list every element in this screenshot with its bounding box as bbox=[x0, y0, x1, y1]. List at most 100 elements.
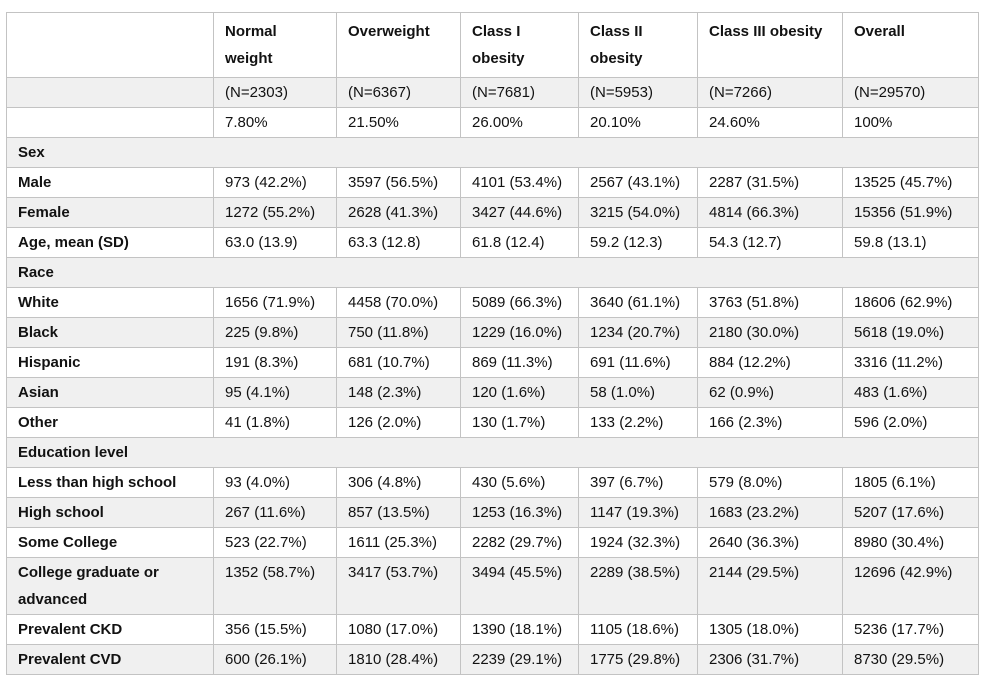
header-row: Normal weight Overweight Class I obesity… bbox=[6, 12, 979, 78]
section-row-education-level: Education level bbox=[6, 437, 979, 468]
data-cell: 5089 (66.3%) bbox=[460, 287, 579, 318]
data-cell: 12696 (42.9%) bbox=[842, 557, 979, 615]
data-cell: 579 (8.0%) bbox=[697, 467, 843, 498]
data-cell: 26.00% bbox=[460, 107, 579, 138]
data-cell: 1305 (18.0%) bbox=[697, 614, 843, 645]
data-cell: 166 (2.3%) bbox=[697, 407, 843, 438]
table-body: (N=2303) (N=6367) (N=7681) (N=5953) (N=7266)… bbox=[6, 77, 979, 675]
header-cell-normal-weight: Normal weight bbox=[213, 12, 337, 78]
data-cell: 62 (0.9%) bbox=[697, 377, 843, 408]
data-cell: 225 (9.8%) bbox=[213, 317, 337, 348]
row-label: Female bbox=[6, 197, 214, 228]
section-row-race: Race bbox=[6, 257, 979, 288]
row-label: Prevalent CVD bbox=[6, 644, 214, 675]
data-cell: 2282 (29.7%) bbox=[460, 527, 579, 558]
table-row-female: Female 1272 (55.2%) 2628 (41.3%) 3427 (44.6… bbox=[6, 197, 979, 228]
data-cell: 600 (26.1%) bbox=[213, 644, 337, 675]
data-cell: (N=6367) bbox=[336, 77, 461, 108]
data-cell: (N=5953) bbox=[578, 77, 698, 108]
data-cell: 1105 (18.6%) bbox=[578, 614, 698, 645]
data-cell: 3417 (53.7%) bbox=[336, 557, 461, 615]
data-cell: 24.60% bbox=[697, 107, 843, 138]
data-cell: 2144 (29.5%) bbox=[697, 557, 843, 615]
data-cell: 13525 (45.7%) bbox=[842, 167, 979, 198]
data-cell: 2289 (38.5%) bbox=[578, 557, 698, 615]
data-cell: 306 (4.8%) bbox=[336, 467, 461, 498]
data-cell: 15356 (51.9%) bbox=[842, 197, 979, 228]
table-row-high-school: High school 267 (11.6%) 857 (13.5%) 1253 (1… bbox=[6, 497, 979, 528]
table-row-row-1: 7.80% 21.50% 26.00% 20.10% 24.60% 100% bbox=[6, 107, 979, 138]
data-cell: 4458 (70.0%) bbox=[336, 287, 461, 318]
row-label: Other bbox=[6, 407, 214, 438]
data-cell: 126 (2.0%) bbox=[336, 407, 461, 438]
table-row-age-mean-sd: Age, mean (SD) 63.0 (13.9) 63.3 (12.8) 61.8… bbox=[6, 227, 979, 258]
data-cell: 4814 (66.3%) bbox=[697, 197, 843, 228]
data-cell: 61.8 (12.4) bbox=[460, 227, 579, 258]
header-cell-overall: Overall bbox=[842, 12, 979, 78]
row-label bbox=[6, 107, 214, 138]
data-cell: 100% bbox=[842, 107, 979, 138]
table-row-college-graduate-or-advanced: College graduate or advanced 1352 (58.7%)… bbox=[6, 557, 979, 615]
data-cell: 3597 (56.5%) bbox=[336, 167, 461, 198]
table-row-other: Other 41 (1.8%) 126 (2.0%) 130 (1.7%) 133 (2… bbox=[6, 407, 979, 438]
data-cell: (N=2303) bbox=[213, 77, 337, 108]
data-cell: 59.2 (12.3) bbox=[578, 227, 698, 258]
data-cell: 596 (2.0%) bbox=[842, 407, 979, 438]
data-cell: 3316 (11.2%) bbox=[842, 347, 979, 378]
data-cell: 191 (8.3%) bbox=[213, 347, 337, 378]
data-cell: 1683 (23.2%) bbox=[697, 497, 843, 528]
section-label: Education level bbox=[6, 437, 979, 468]
data-cell: (N=7681) bbox=[460, 77, 579, 108]
row-label: Hispanic bbox=[6, 347, 214, 378]
data-cell: 93 (4.0%) bbox=[213, 467, 337, 498]
data-cell: 120 (1.6%) bbox=[460, 377, 579, 408]
table-row-some-college: Some College 523 (22.7%) 1611 (25.3%) 2282 … bbox=[6, 527, 979, 558]
data-cell: 1229 (16.0%) bbox=[460, 317, 579, 348]
data-cell: 1147 (19.3%) bbox=[578, 497, 698, 528]
header-cell-class-iii-obesity: Class III obesity bbox=[697, 12, 843, 78]
data-cell: 430 (5.6%) bbox=[460, 467, 579, 498]
data-cell: 2306 (31.7%) bbox=[697, 644, 843, 675]
data-cell: 148 (2.3%) bbox=[336, 377, 461, 408]
table-row-less-than-high-school: Less than high school 93 (4.0%) 306 (4.8%)… bbox=[6, 467, 979, 498]
data-cell: 2239 (29.1%) bbox=[460, 644, 579, 675]
data-cell: 2287 (31.5%) bbox=[697, 167, 843, 198]
data-cell: 54.3 (12.7) bbox=[697, 227, 843, 258]
data-cell: 2567 (43.1%) bbox=[578, 167, 698, 198]
section-label: Race bbox=[6, 257, 979, 288]
data-cell: 8980 (30.4%) bbox=[842, 527, 979, 558]
data-cell: 3640 (61.1%) bbox=[578, 287, 698, 318]
baseline-characteristics-table: Normal weight Overweight Class I obesity… bbox=[6, 12, 979, 675]
data-cell: 4101 (53.4%) bbox=[460, 167, 579, 198]
data-cell: 3427 (44.6%) bbox=[460, 197, 579, 228]
data-cell: 3763 (51.8%) bbox=[697, 287, 843, 318]
data-cell: 2628 (41.3%) bbox=[336, 197, 461, 228]
header-cell-empty bbox=[6, 12, 214, 78]
header-cell-class-ii-obesity: Class II obesity bbox=[578, 12, 698, 78]
data-cell: 1080 (17.0%) bbox=[336, 614, 461, 645]
row-label: High school bbox=[6, 497, 214, 528]
data-cell: 691 (11.6%) bbox=[578, 347, 698, 378]
data-cell: 1272 (55.2%) bbox=[213, 197, 337, 228]
data-cell: 133 (2.2%) bbox=[578, 407, 698, 438]
row-label bbox=[6, 77, 214, 108]
data-cell: 5236 (17.7%) bbox=[842, 614, 979, 645]
data-cell: 59.8 (13.1) bbox=[842, 227, 979, 258]
data-cell: 869 (11.3%) bbox=[460, 347, 579, 378]
data-cell: 1352 (58.7%) bbox=[213, 557, 337, 615]
data-cell: 523 (22.7%) bbox=[213, 527, 337, 558]
data-cell: 8730 (29.5%) bbox=[842, 644, 979, 675]
row-label: White bbox=[6, 287, 214, 318]
data-cell: 63.0 (13.9) bbox=[213, 227, 337, 258]
row-label: Age, mean (SD) bbox=[6, 227, 214, 258]
data-cell: 3494 (45.5%) bbox=[460, 557, 579, 615]
data-cell: 7.80% bbox=[213, 107, 337, 138]
data-cell: 1656 (71.9%) bbox=[213, 287, 337, 318]
data-cell: 483 (1.6%) bbox=[842, 377, 979, 408]
table-row-prevalent-cvd: Prevalent CVD 600 (26.1%) 1810 (28.4%) 2239… bbox=[6, 644, 979, 675]
data-cell: 20.10% bbox=[578, 107, 698, 138]
data-cell: 58 (1.0%) bbox=[578, 377, 698, 408]
header-cell-overweight: Overweight bbox=[336, 12, 461, 78]
data-cell: 1611 (25.3%) bbox=[336, 527, 461, 558]
